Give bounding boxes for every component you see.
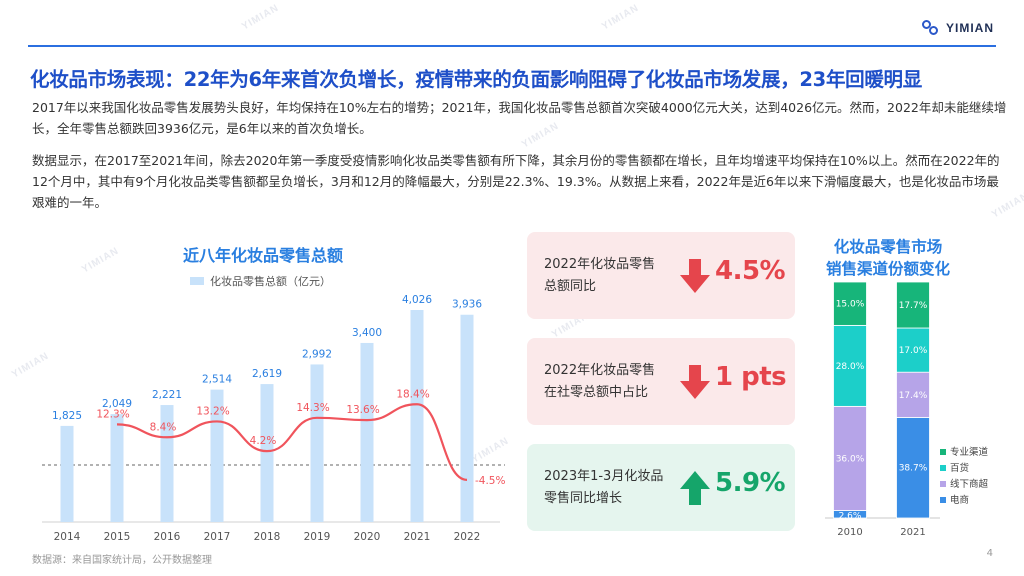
segment-label: 15.0% [836, 300, 865, 310]
growth-rate-label: 4.2% [250, 435, 277, 447]
bar-value-label: 2,514 [202, 374, 232, 386]
channel-chart-title-line-2: 销售渠道份额变化 [825, 260, 950, 278]
segment-2021 [896, 371, 930, 418]
segment-2021 [896, 327, 930, 373]
card-label: 2022年化妆品零售总额同比 [544, 257, 656, 294]
channel-share-chart: 2.6% 36.0% 28.0% 15.0% 2010 38.7% 17.4% 17.0% 17… [825, 281, 989, 538]
channel-chart-title: 化妆品零售市场 销售渠道份额变化 [818, 236, 958, 280]
legend-swatch [940, 497, 946, 503]
bar-value-label: 2,619 [252, 368, 282, 380]
bar-2022 [460, 314, 474, 522]
legend-label: 百货 [950, 462, 969, 474]
growth-rate-label: 12.3% [96, 408, 129, 420]
x-tick-label: 2020 [354, 531, 381, 543]
arrow-down-icon [680, 365, 710, 399]
legend-swatch [940, 481, 946, 487]
bar-2018 [260, 384, 274, 522]
legend-label: 电商 [950, 494, 969, 506]
bar-value-label: 2,221 [152, 389, 182, 401]
brand-logo: YIMIAN [922, 20, 994, 36]
logo-mark-icon [922, 20, 942, 36]
legend-swatch [190, 277, 204, 285]
bar-2021 [410, 310, 424, 522]
growth-rate-label: 13.2% [196, 405, 229, 417]
card-label: 2023年1-3月化妆品零售同比增长 [544, 469, 664, 506]
card-value: 4.5% [715, 256, 786, 286]
page-headline: 化妆品市场表现：22年为6年来首次负增长，疫情带来的负面影响阻碍了化妆品市场发展… [30, 68, 922, 91]
channel-chart-title-line-1: 化妆品零售市场 [833, 238, 943, 256]
growth-rate-line [116, 403, 468, 481]
paragraph-1: 2017年以来我国化妆品零售发展势头良好，年均保持在10%左右的增势；2021年… [32, 100, 1007, 136]
growth-rate-label: 18.4% [396, 388, 429, 400]
card-value: 1 pts [715, 362, 787, 392]
segment-label: 17.0% [899, 346, 928, 356]
legend-swatch [940, 465, 946, 471]
legend-label: 专业渠道 [950, 446, 989, 458]
bar-value-label: 1,825 [52, 410, 82, 422]
bar-value-label: 4,026 [402, 294, 432, 306]
logo-text: YIMIAN [946, 21, 994, 35]
segment-label: 17.7% [899, 301, 928, 311]
segment-label: 38.7% [899, 464, 928, 474]
x-tick-label: 2017 [204, 531, 231, 543]
bar-2014 [60, 425, 74, 522]
growth-rate-label: 14.3% [296, 402, 329, 414]
x-tick-label: 2015 [104, 531, 131, 543]
stat-card-2022-growth: 2022年化妆品零售总额同比 4.5% [527, 232, 795, 319]
growth-rate-label: -4.5% [475, 475, 505, 487]
segment-label: 28.0% [836, 362, 865, 372]
retail-sales-chart: 1,825 2014 2,049 2015 2,221 2016 2,514 2017 2,61… [42, 294, 505, 543]
bar-value-label: 2,992 [302, 348, 332, 360]
header-divider [28, 45, 996, 47]
bar-value-label: 3,400 [352, 327, 382, 339]
segment-2021 [896, 417, 930, 519]
card-label: 2022年化妆品零售在社零总额中占比 [544, 363, 656, 400]
card-value: 5.9% [715, 468, 786, 498]
legend-label: 化妆品零售总额（亿元） [210, 275, 331, 288]
growth-rate-label: 13.6% [346, 404, 379, 416]
segment-2010 [833, 405, 867, 511]
paragraph-2: 数据显示，在2017至2021年间，除去2020年第一季度受疫情影响化妆品类零售… [32, 153, 1000, 210]
bar-2020 [360, 342, 374, 522]
arrow-down-icon [680, 259, 710, 293]
legend-swatch [940, 449, 946, 455]
growth-rate-label: 8.4% [150, 421, 177, 433]
segment-label: 36.0% [836, 454, 865, 464]
x-tick-label: 2019 [304, 531, 331, 543]
legend-label: 线下商超 [950, 478, 989, 490]
segment-2021 [896, 281, 930, 329]
stat-card-share-of-retail: 2022年化妆品零售在社零总额中占比 1 pts [527, 338, 795, 425]
bar-value-label: 3,936 [452, 299, 482, 311]
x-tick-label: 2010 [837, 527, 862, 538]
retail-chart-title: 近八年化妆品零售总额 [183, 246, 344, 265]
bar-2019 [310, 364, 324, 522]
segment-2010 [833, 324, 867, 407]
bar-value-label: 2,049 [102, 398, 132, 410]
x-tick-label: 2021 [404, 531, 431, 543]
page-number: 4 [986, 548, 993, 559]
segment-label: 17.4% [899, 391, 928, 401]
x-tick-label: 2022 [454, 531, 481, 543]
segment-label: 2.6% [839, 511, 862, 521]
x-tick-label: 2021 [900, 527, 925, 538]
retail-chart-legend: 化妆品零售总额（亿元） [190, 273, 331, 289]
arrow-up-icon [680, 471, 710, 505]
segment-2010 [833, 281, 867, 326]
x-tick-label: 2014 [54, 531, 81, 543]
x-tick-label: 2016 [154, 531, 181, 543]
data-source-note: 数据源：来自国家统计局，公开数据整理 [32, 555, 212, 566]
x-tick-label: 2018 [254, 531, 281, 543]
stat-card-2023-q1-growth: 2023年1-3月化妆品零售同比增长 5.9% [527, 444, 795, 531]
bar-2016 [160, 405, 174, 522]
bar-2015 [110, 414, 124, 522]
